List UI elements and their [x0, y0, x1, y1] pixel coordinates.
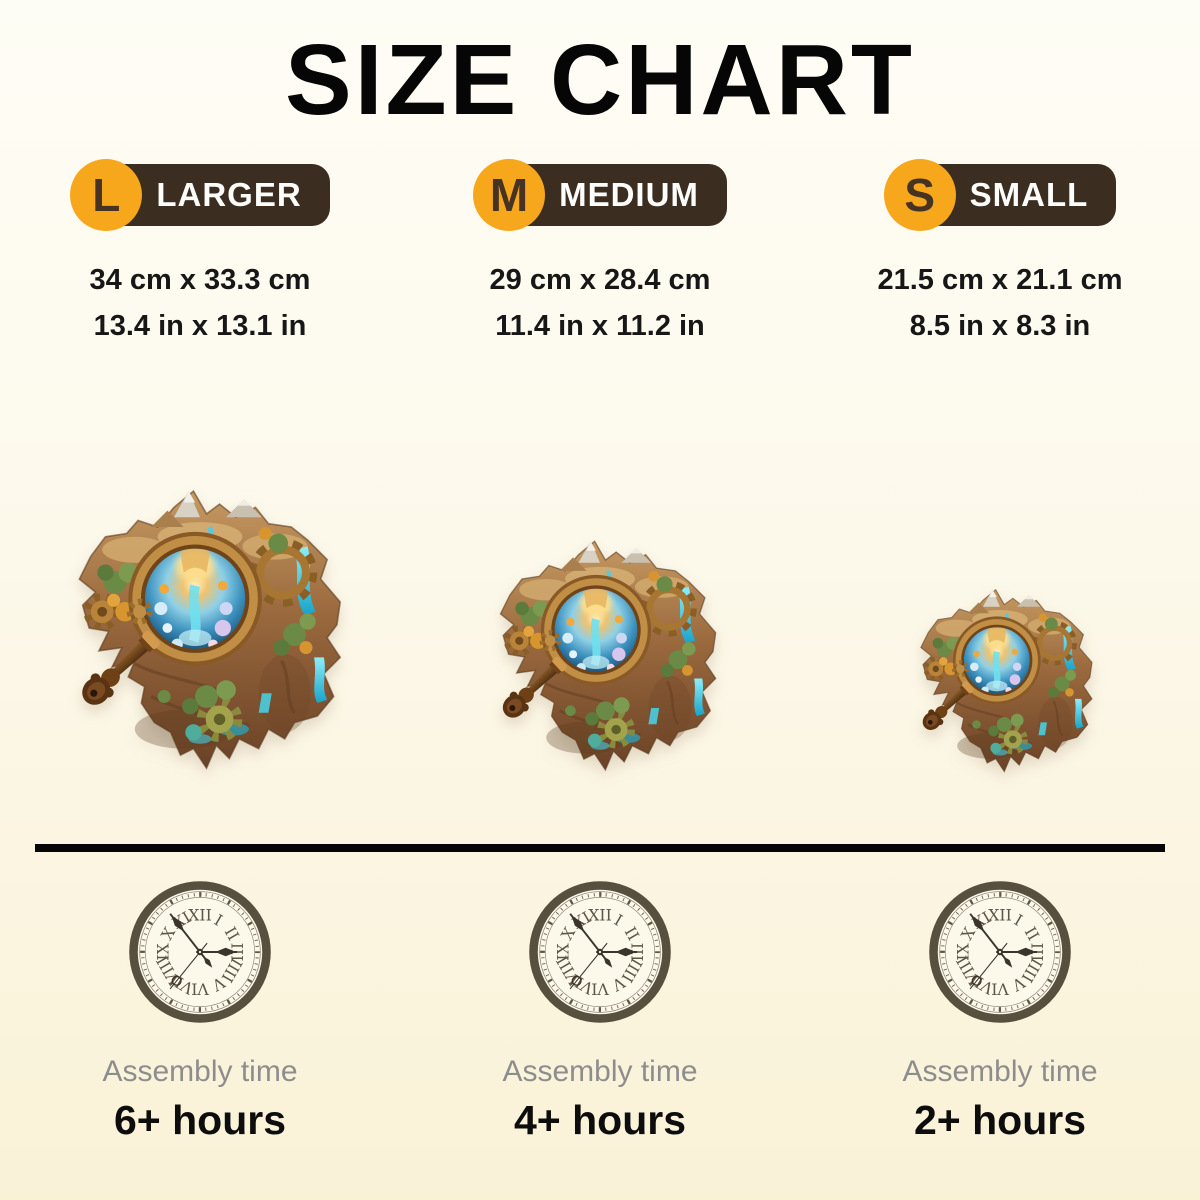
assembly-time-value: 4+ hours	[513, 1096, 687, 1143]
clock-icon	[924, 876, 1076, 1028]
puzzle-preview-small	[800, 350, 1200, 778]
clock-icon	[524, 876, 676, 1028]
assembly-time-value: 2+ hours	[913, 1096, 1087, 1143]
badge-label: SMALL	[969, 176, 1089, 213]
dimensions-cm: 21.5 cm x 21.1 cm	[877, 264, 1123, 296]
size-columns: L LARGER 34 cm x 33.3 cm 13.4 in x 13.1 …	[0, 133, 1200, 778]
clock-larger	[124, 876, 276, 1033]
assembly-column-small: Assembly time 2+ hours	[800, 852, 1200, 1144]
badge-letter: L	[92, 169, 121, 221]
badge-letter-circle: L	[70, 159, 143, 231]
divider-line	[35, 843, 1165, 852]
badge-letter: M	[489, 169, 529, 221]
assembly-column-medium: Assembly time 4+ hours	[400, 852, 800, 1144]
clock-icon	[124, 876, 276, 1028]
assembly-column-larger: Assembly time 6+ hours	[0, 852, 400, 1144]
size-badge-small: S SMALL	[883, 159, 1117, 231]
assembly-time-label: Assembly time	[902, 1054, 1098, 1088]
clock-small	[924, 876, 1076, 1033]
page-title: SIZE CHART	[285, 24, 915, 136]
badge-letter-circle: S	[883, 159, 956, 231]
size-column-medium: M MEDIUM 29 cm x 28.4 cm 11.4 in x 11.2 …	[400, 133, 800, 778]
dimensions-cm: 29 cm x 28.4 cm	[489, 264, 711, 296]
dimensions-in: 11.4 in x 11.2 in	[495, 310, 705, 343]
dimensions-in: 13.4 in x 13.1 in	[93, 310, 307, 343]
badge-label: MEDIUM	[559, 176, 699, 213]
puzzle-preview-larger	[0, 350, 400, 778]
assembly-time-label: Assembly time	[502, 1054, 698, 1088]
size-badge-medium: M MEDIUM	[473, 159, 727, 231]
badge-letter-circle: M	[473, 159, 546, 231]
size-badge-larger: L LARGER	[70, 159, 330, 231]
dimensions-medium: 29 cm x 28.4 cm 11.4 in x 11.2 in	[490, 257, 711, 350]
puzzle-island-illustration	[891, 564, 1109, 778]
badge-letter: S	[904, 169, 936, 221]
assembly-time-label: Assembly time	[102, 1054, 298, 1088]
assembly-columns: Assembly time 6+ hours Assembly time 4+ …	[0, 852, 1200, 1144]
badge-label: LARGER	[156, 176, 302, 213]
dimensions-small: 21.5 cm x 21.1 cm 8.5 in x 8.3 in	[877, 257, 1122, 350]
dimensions-cm: 34 cm x 33.3 cm	[89, 264, 311, 296]
assembly-time-value: 6+ hours	[113, 1096, 287, 1143]
dimensions-larger: 34 cm x 33.3 cm 13.4 in x 13.1 in	[90, 257, 311, 350]
puzzle-preview-medium	[400, 350, 800, 778]
dimensions-in: 8.5 in x 8.3 in	[909, 310, 1091, 343]
clock-medium	[524, 876, 676, 1033]
size-column-small: S SMALL 21.5 cm x 21.1 cm 8.5 in x 8.3 i…	[800, 133, 1200, 778]
size-column-larger: L LARGER 34 cm x 33.3 cm 13.4 in x 13.1 …	[0, 133, 400, 778]
puzzle-island-illustration	[463, 509, 737, 778]
puzzle-island-illustration	[34, 452, 366, 778]
